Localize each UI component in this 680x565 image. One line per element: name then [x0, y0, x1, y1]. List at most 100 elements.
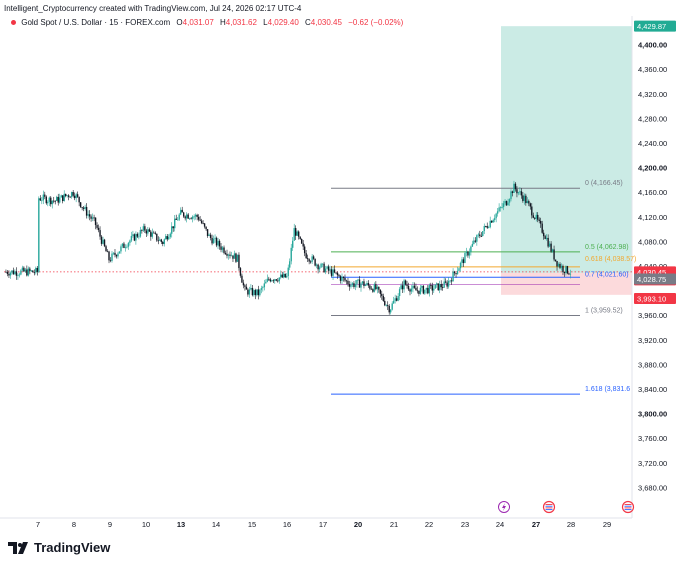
- candle-body: [48, 197, 50, 202]
- candle-body: [495, 213, 497, 219]
- candle-body: [548, 243, 551, 247]
- candle-body: [99, 230, 101, 237]
- candle-body: [437, 283, 439, 291]
- candle-body: [295, 228, 297, 236]
- candle-body: [308, 259, 310, 262]
- candle-body: [363, 281, 365, 286]
- price-tick: 3,680.00: [638, 483, 667, 492]
- candle-body: [507, 202, 509, 206]
- target-zone[interactable]: [501, 26, 632, 273]
- candle-body: [390, 309, 392, 313]
- candle-body: [200, 220, 203, 224]
- candle-body: [528, 201, 530, 204]
- candle-body: [519, 191, 521, 193]
- candle-body: [84, 206, 86, 209]
- candle-body: [65, 193, 67, 197]
- candle-body: [165, 236, 167, 240]
- candle-body: [44, 194, 46, 197]
- time-tick: 17: [319, 520, 327, 529]
- candle-body: [379, 289, 382, 294]
- candle-body: [296, 231, 298, 236]
- candle-body: [262, 287, 264, 289]
- price-tick: 4,320.00: [638, 90, 667, 99]
- candle-body: [467, 251, 469, 256]
- candle-body: [488, 227, 490, 228]
- symbol-name[interactable]: Gold Spot / U.S. Dollar · 15 · FOREX.com: [21, 18, 171, 27]
- candle-body: [394, 298, 396, 301]
- candle-body: [212, 238, 215, 244]
- low-value: 4,029.40: [267, 18, 299, 27]
- time-axis: 7 8 9 10 13 14 15 16 17 20 21 22 23 24 27 28 29: [36, 520, 611, 529]
- candle-body: [232, 255, 234, 259]
- candle-body: [32, 270, 34, 273]
- candle-body: [406, 284, 408, 286]
- candle-body: [50, 197, 52, 205]
- candle-body: [51, 200, 53, 205]
- candle-body: [14, 271, 16, 275]
- candle-body: [369, 285, 371, 289]
- candle-body: [12, 270, 15, 275]
- candle-body: [36, 267, 39, 272]
- lightning-event-icon[interactable]: [498, 501, 510, 513]
- candle-body: [545, 237, 548, 239]
- candle-body: [168, 236, 170, 240]
- candle-body: [27, 268, 30, 276]
- candle-body: [424, 289, 426, 294]
- candle-body: [332, 269, 334, 276]
- candle-body: [431, 285, 433, 291]
- stop-zone[interactable]: [501, 272, 632, 295]
- candle-body: [260, 288, 263, 290]
- candle-body: [523, 195, 526, 201]
- candle-body: [510, 191, 512, 200]
- candle-body: [156, 233, 158, 241]
- candle-body: [157, 240, 159, 242]
- candle-body: [214, 237, 216, 239]
- high-label: H: [220, 18, 226, 27]
- candle-body: [388, 305, 390, 313]
- candle-body: [141, 229, 143, 231]
- candle-body: [202, 223, 204, 224]
- time-tick: 22: [425, 520, 433, 529]
- candle-body: [407, 285, 410, 290]
- candle-body: [133, 234, 136, 241]
- candle-body: [117, 253, 119, 257]
- price-tick: 4,120.00: [638, 213, 667, 222]
- candle-body: [513, 183, 515, 193]
- candle-body: [136, 233, 139, 237]
- price-chart[interactable]: 0 (4,166.45) 0.5 (4,062.98) 0.618 (4,038.5…: [0, 0, 680, 535]
- candle-body: [416, 290, 419, 292]
- candle-body: [556, 261, 558, 267]
- price-tick: 4,360.00: [638, 65, 667, 74]
- candle-body: [190, 218, 192, 220]
- candle-body: [366, 283, 368, 285]
- candle-body: [24, 269, 27, 272]
- candle-body: [425, 287, 428, 290]
- candle-body: [486, 226, 488, 228]
- candle-body: [498, 207, 500, 212]
- target-price-tag: 4,429.87: [637, 22, 666, 31]
- candle-body: [120, 246, 122, 252]
- candle-body: [75, 194, 77, 199]
- candle-body: [171, 226, 173, 234]
- us-flag-event-icon[interactable]: [542, 500, 556, 514]
- candle-body: [302, 243, 304, 247]
- candle-body: [275, 279, 277, 281]
- candle-body: [224, 252, 227, 254]
- candle-body: [375, 284, 377, 290]
- candle-body: [85, 206, 88, 216]
- candle-body: [271, 280, 273, 282]
- position-zones: [501, 26, 632, 295]
- candle-body: [508, 199, 511, 203]
- candle-body: [57, 196, 59, 203]
- us-flag-event-icon[interactable]: [621, 500, 635, 514]
- candle-body: [188, 218, 191, 220]
- price-tick: 3,880.00: [638, 360, 667, 369]
- candle-body: [251, 287, 254, 296]
- candle-body: [490, 220, 493, 223]
- candle-body: [191, 216, 194, 219]
- candle-body: [118, 251, 121, 254]
- time-tick: 21: [390, 520, 398, 529]
- candle-body: [241, 275, 243, 283]
- candle-body: [462, 259, 465, 264]
- candle-body: [70, 192, 73, 197]
